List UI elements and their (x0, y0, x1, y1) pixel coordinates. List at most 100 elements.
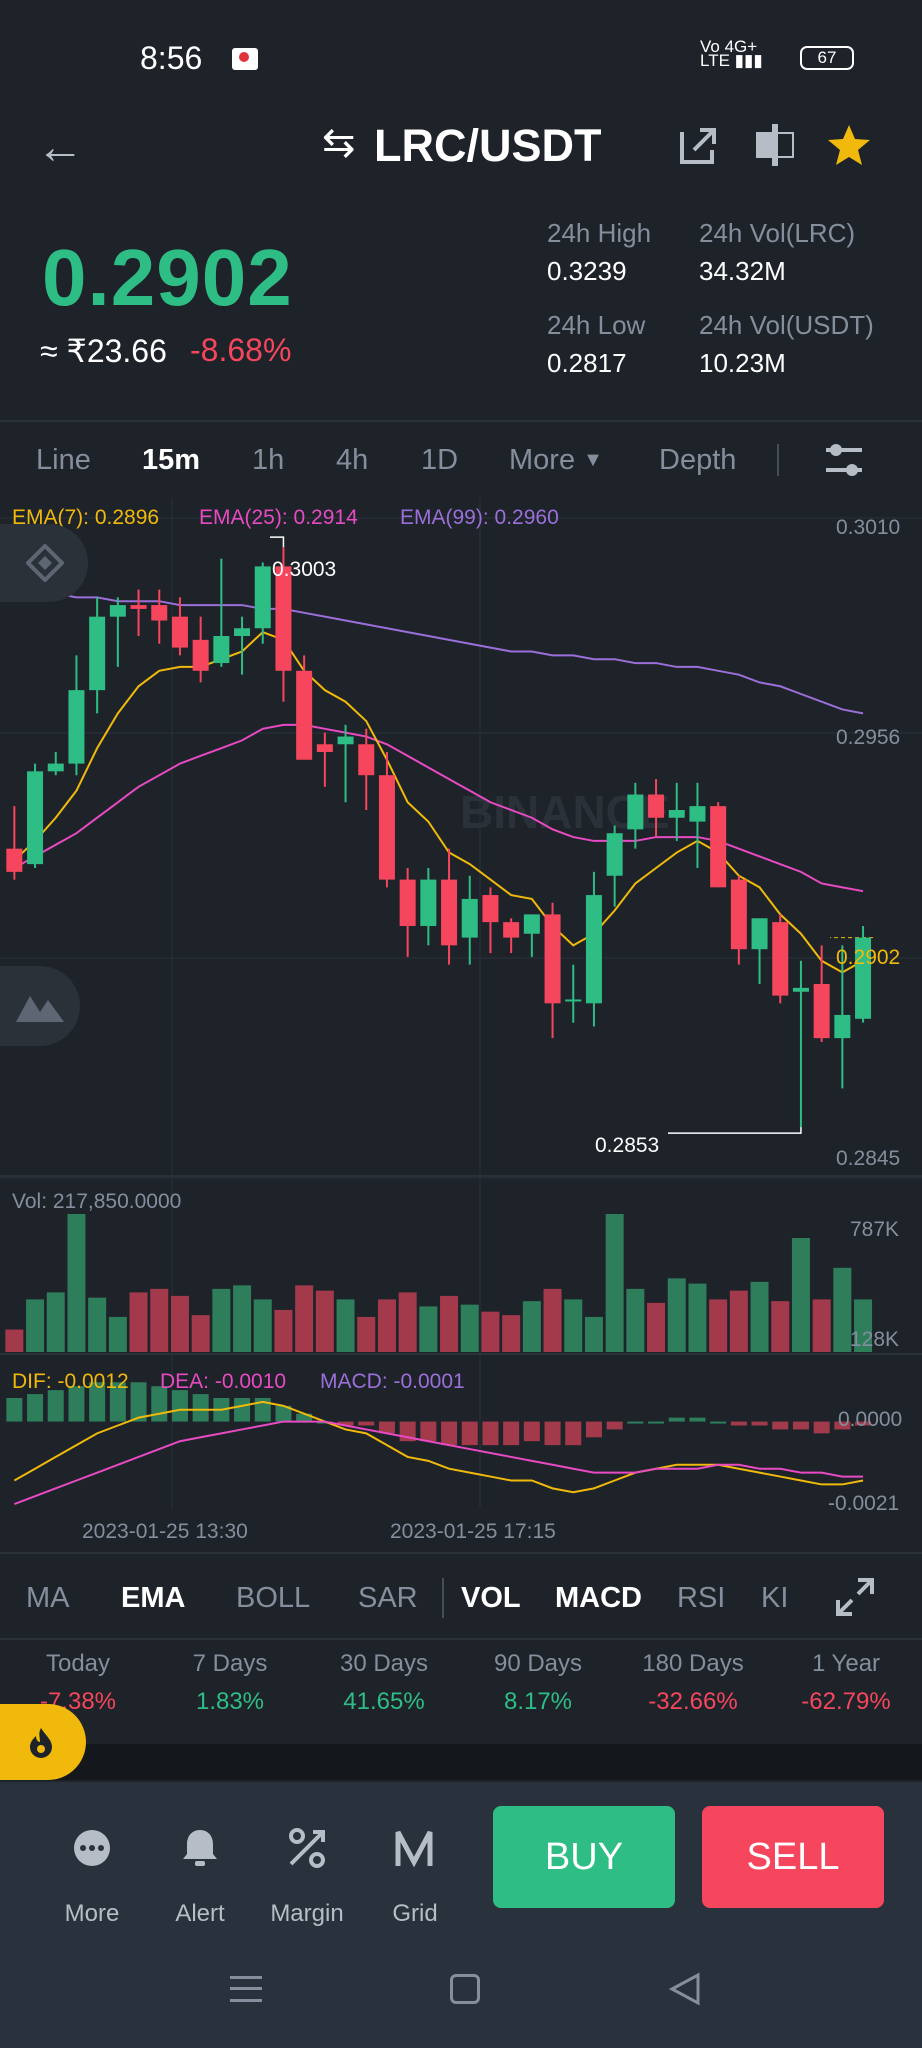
indicator-sar[interactable]: SAR (358, 1582, 418, 1614)
bell-icon[interactable] (178, 1826, 222, 1870)
max-price-label: 0.3003 (272, 558, 337, 581)
tab-more[interactable]: More ▼ (509, 444, 603, 477)
macd-histogram-bar (544, 1421, 561, 1446)
margin-icon[interactable] (285, 1826, 329, 1870)
perf-1y-value: -62.79% (801, 1688, 891, 1715)
pair-title[interactable]: LRC/USDT (374, 120, 602, 171)
candle (296, 670, 313, 760)
back-arrow-icon[interactable]: ← (36, 121, 84, 174)
perf-180d-value: -32.66% (648, 1688, 738, 1715)
volume-bar (377, 1299, 396, 1352)
fullscreen-icon[interactable] (834, 1576, 876, 1618)
candle (109, 605, 126, 617)
candlestick-chart[interactable]: BINANCE (0, 498, 922, 1558)
tab-1h[interactable]: 1h (252, 444, 285, 476)
volume-bar (833, 1267, 852, 1352)
last-price: 0.2902 (42, 233, 293, 322)
low-value: 0.2817 (547, 348, 627, 378)
compare-icon[interactable] (752, 122, 798, 168)
candle (689, 806, 706, 822)
tab-1d[interactable]: 1D (421, 444, 459, 476)
max-marker (270, 536, 285, 548)
volume-bar (440, 1295, 459, 1352)
chart-settings-icon[interactable] (824, 440, 864, 480)
favorite-star-icon[interactable] (826, 122, 872, 168)
volume-bar (522, 1301, 541, 1352)
tab-4h[interactable]: 4h (336, 444, 369, 476)
macd-histogram-bar (378, 1421, 395, 1434)
macd-histogram-bar (565, 1421, 582, 1446)
dea-line (13, 1420, 864, 1506)
alert-action-label[interactable]: Alert (175, 1900, 225, 1927)
home-icon[interactable] (450, 1974, 480, 2004)
grid-icon[interactable] (392, 1826, 436, 1870)
time-label-2: 2023-01-25 17:15 (390, 1520, 556, 1543)
sell-button[interactable]: SELL (702, 1806, 884, 1908)
macd-histogram-bar (792, 1421, 809, 1430)
vol-usdt-value: 10.23M (699, 348, 786, 378)
volume-bar (129, 1292, 148, 1352)
swap-pair-icon[interactable]: ⇆ (322, 121, 356, 165)
system-nav-bar (0, 1938, 922, 2048)
indicator-rsi[interactable]: RSI (677, 1582, 726, 1614)
volume-bar (398, 1292, 417, 1352)
draw-tool-button[interactable] (0, 966, 80, 1046)
indicator-ema[interactable]: EMA (121, 1582, 186, 1614)
back-nav-icon[interactable] (668, 1972, 702, 2006)
low-label: 24h Low (547, 310, 646, 340)
volume-bar (481, 1311, 500, 1352)
candle (68, 690, 85, 764)
volume-bar (274, 1309, 293, 1352)
macd-histogram-bar (275, 1405, 292, 1422)
more-dots-icon[interactable] (70, 1826, 114, 1870)
candle (420, 879, 437, 926)
macd-histogram-bar (420, 1421, 437, 1442)
quick-action-button[interactable] (0, 1704, 86, 1780)
binance-logo-icon (26, 544, 64, 582)
volume-bar (647, 1302, 666, 1352)
volume-bar (605, 1214, 624, 1352)
menu-icon[interactable] (230, 1976, 262, 2002)
candle (151, 605, 168, 621)
volume-bar (253, 1299, 272, 1352)
volume-bar (419, 1306, 438, 1352)
candle (503, 922, 520, 938)
candle (772, 922, 789, 996)
indicator-kdj[interactable]: KI (761, 1582, 787, 1614)
tab-depth[interactable]: Depth (659, 444, 737, 476)
indicator-boll[interactable]: BOLL (236, 1582, 311, 1614)
perf-90d-label: 90 Days (493, 1650, 583, 1677)
vol-usdt-label: 24h Vol(USDT) (699, 310, 874, 340)
divider (0, 420, 922, 422)
grid-action-label[interactable]: Grid (392, 1900, 438, 1927)
perf-30d-label: 30 Days (339, 1650, 429, 1677)
macd-histogram-bar (68, 1386, 85, 1422)
macd-axis-bottom: -0.0021 (828, 1492, 900, 1515)
share-icon[interactable] (676, 122, 722, 168)
macd-histogram-bar (192, 1394, 209, 1422)
price-axis-mid: 0.2956 (836, 726, 901, 749)
indicator-macd[interactable]: MACD (555, 1582, 642, 1614)
more-action-label[interactable]: More (64, 1900, 120, 1927)
ema99-line (14, 588, 864, 715)
status-time: 8:56 (140, 40, 203, 76)
tab-line[interactable]: Line (36, 444, 91, 476)
buy-button[interactable]: BUY (493, 1806, 675, 1908)
volume-bar (170, 1295, 189, 1352)
candle (47, 763, 64, 772)
macd-histogram-bar (171, 1390, 188, 1422)
divider (0, 1638, 922, 1640)
binance-logo-button[interactable] (0, 524, 88, 602)
tab-15m[interactable]: 15m (142, 444, 201, 476)
indicator-ma[interactable]: MA (26, 1582, 70, 1614)
volume-bar (564, 1299, 583, 1352)
min-marker (668, 1127, 802, 1134)
macd-histogram-bar (710, 1421, 727, 1424)
macd-histogram-bar (130, 1382, 147, 1422)
margin-action-label[interactable]: Margin (270, 1900, 344, 1927)
volume-bar (88, 1297, 107, 1352)
perf-7d-value: 1.83% (195, 1688, 265, 1715)
indicator-vol[interactable]: VOL (461, 1582, 521, 1614)
macd-histogram-bar (441, 1421, 458, 1446)
